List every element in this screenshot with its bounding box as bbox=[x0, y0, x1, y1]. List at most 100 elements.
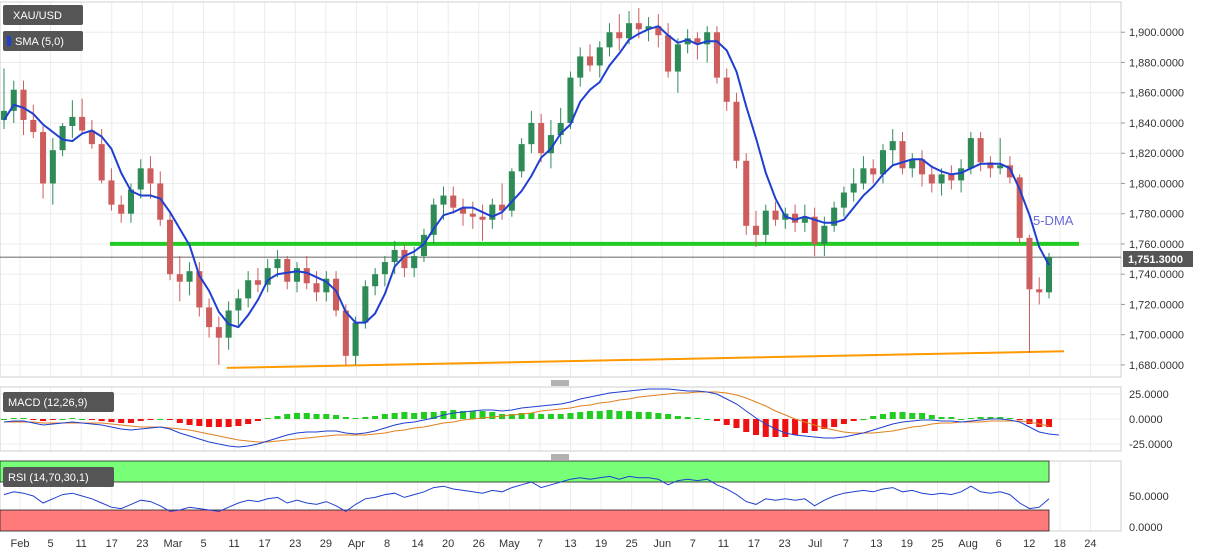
macd-histogram-bar bbox=[196, 419, 203, 426]
x-tick-label: 23 bbox=[778, 538, 790, 550]
candle bbox=[665, 23, 672, 78]
macd-legend[interactable]: MACD (12,26,9) bbox=[3, 392, 114, 412]
candle bbox=[108, 168, 115, 211]
macd-histogram-bar bbox=[59, 419, 66, 420]
candle-body bbox=[69, 116, 76, 126]
candle bbox=[743, 153, 750, 235]
candle-body bbox=[293, 268, 301, 282]
rsi-zones bbox=[0, 460, 1050, 532]
candle bbox=[372, 268, 379, 296]
candle-body bbox=[342, 310, 349, 356]
candle bbox=[196, 262, 203, 317]
candle bbox=[508, 168, 515, 217]
y-tick-label: 1,780.0000 bbox=[1129, 209, 1184, 221]
candle-body bbox=[352, 322, 359, 356]
candle-body bbox=[606, 32, 613, 48]
macd-histogram-bar bbox=[401, 412, 408, 419]
candle bbox=[674, 38, 681, 93]
macd-histogram-bar bbox=[352, 418, 359, 419]
candle-body bbox=[98, 144, 105, 181]
x-tick-label: 17 bbox=[259, 538, 271, 550]
candle-body bbox=[997, 165, 1004, 169]
x-tick-label: 14 bbox=[411, 538, 423, 550]
x-tick-label: Mar bbox=[163, 538, 182, 550]
candle-body bbox=[801, 216, 808, 223]
macd-histogram-bar bbox=[889, 412, 896, 419]
macd-histogram-bar bbox=[459, 411, 467, 419]
macd-histogram-bar bbox=[10, 418, 17, 419]
candle-body bbox=[411, 256, 418, 269]
x-tick-label: 6 bbox=[996, 538, 1002, 550]
candle bbox=[538, 113, 545, 163]
candle bbox=[235, 289, 242, 326]
sma-legend[interactable]: SMA (5,0) bbox=[3, 31, 83, 51]
candle bbox=[167, 210, 174, 281]
macd-panel-resize-handle[interactable] bbox=[549, 380, 571, 386]
macd-histogram-bar bbox=[157, 419, 164, 420]
candle-body bbox=[401, 249, 408, 269]
macd-histogram-bar bbox=[489, 412, 496, 419]
candle bbox=[469, 201, 476, 229]
candle bbox=[899, 132, 906, 175]
macd-histogram-bar bbox=[713, 419, 720, 421]
macd-histogram-bar bbox=[616, 411, 623, 419]
candle-body bbox=[694, 38, 701, 45]
macd-histogram-bar bbox=[147, 419, 154, 420]
symbol-legend[interactable]: XAU/USD bbox=[3, 5, 83, 25]
macd-histogram-bar bbox=[127, 419, 134, 423]
candle bbox=[655, 14, 662, 48]
x-tick-label: 17 bbox=[748, 538, 760, 550]
candle-body bbox=[196, 271, 203, 308]
macd-histogram-bar bbox=[215, 419, 222, 427]
candle-body bbox=[49, 150, 56, 184]
candle-body bbox=[752, 225, 760, 235]
macd-histogram-bar bbox=[801, 419, 808, 433]
candle bbox=[801, 204, 808, 232]
x-axis-labels: Feb 5 11 17 23 Mar 5 11 17 23 29 Apr 8 14 20 26 May 7 13 19… bbox=[11, 538, 1097, 550]
macd-histogram-bar bbox=[938, 417, 945, 419]
candle-body bbox=[489, 204, 496, 220]
dma-annotation: 5-DMA bbox=[1033, 213, 1074, 228]
candle-body bbox=[967, 138, 974, 169]
candle bbox=[118, 195, 125, 223]
y-tick-label: 1,700.0000 bbox=[1129, 330, 1184, 342]
macd-histogram-bar bbox=[958, 419, 965, 420]
candle-body bbox=[538, 122, 545, 154]
x-tick-label: 7 bbox=[690, 538, 696, 550]
candle-body bbox=[381, 262, 388, 275]
candle bbox=[879, 144, 886, 184]
macd-histogram-bar bbox=[782, 419, 789, 437]
candle-body bbox=[645, 26, 652, 30]
candle bbox=[206, 298, 213, 338]
x-tick-label: 12 bbox=[1023, 538, 1035, 550]
candle bbox=[938, 168, 945, 196]
x-tick-label: Jun bbox=[653, 538, 671, 550]
macd-histogram-bar bbox=[333, 415, 340, 419]
x-tick-label: 25 bbox=[626, 538, 638, 550]
candle-body bbox=[831, 207, 838, 226]
candle bbox=[606, 23, 613, 57]
candle-body bbox=[137, 168, 144, 190]
rsi-legend[interactable]: RSI (14,70,30,1) bbox=[3, 467, 114, 487]
rsi-line bbox=[3, 475, 1050, 512]
candle bbox=[176, 256, 183, 302]
macd-histogram-bar bbox=[694, 418, 701, 419]
rsi-panel-resize-handle[interactable] bbox=[549, 454, 571, 460]
candle-body bbox=[772, 210, 779, 220]
candle-body bbox=[547, 135, 554, 154]
candle-body bbox=[655, 26, 662, 36]
x-tick-label: 8 bbox=[384, 538, 390, 550]
macd-histogram-bar bbox=[284, 414, 291, 419]
macd-histogram-bar bbox=[928, 415, 935, 419]
candle-body bbox=[586, 56, 594, 66]
candle-body bbox=[1016, 177, 1023, 238]
x-tick-label: 11 bbox=[228, 538, 239, 550]
candle-body bbox=[79, 116, 86, 131]
macd-histogram-bar bbox=[997, 417, 1004, 419]
macd-histogram-bar bbox=[1045, 419, 1053, 427]
candle-body bbox=[850, 183, 857, 193]
candle bbox=[254, 268, 261, 293]
y-tick-label: 0.0000 bbox=[1129, 414, 1163, 426]
macd-histogram-bar bbox=[528, 413, 535, 419]
